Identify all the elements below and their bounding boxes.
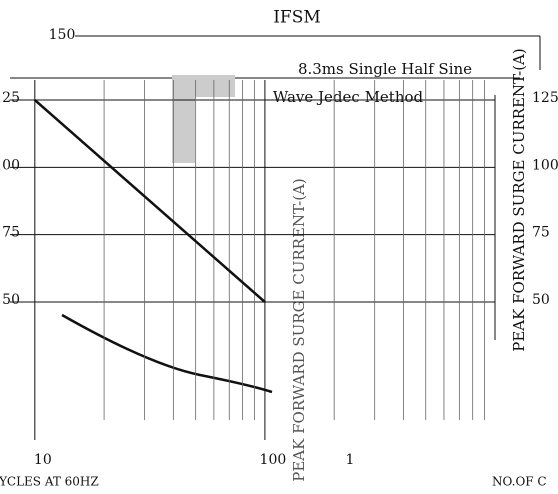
top-label: 150: [49, 27, 76, 43]
chart-title: IFSM: [273, 8, 321, 28]
lower-curve-decor: [61, 313, 273, 394]
y-tick-label: 50: [2, 292, 20, 308]
y-axis-label: PEAK FORWARD SURGE CURRENT-(A): [510, 48, 528, 351]
x-tick-label: 100: [260, 452, 287, 468]
annotation: Wave Jedec Method: [273, 88, 424, 106]
y-axis-label-faded: PEAK FORWARD SURGE CURRENT-(A): [290, 178, 308, 481]
y-tick-label: 50: [532, 292, 550, 308]
scan-artifact: [172, 75, 235, 97]
x-axis-label-right: NO.OF C: [492, 475, 547, 489]
y-tick-label: 125: [532, 90, 558, 106]
y-tick-label: 100: [532, 157, 558, 173]
y-tick-label: 100: [0, 157, 20, 173]
y-tick-label: 75: [532, 225, 550, 241]
y-tick-label: 125: [0, 90, 20, 106]
annotation: 8.3ms Single Half Sine: [298, 60, 472, 78]
x-axis-label: CYCLES AT 60HZ: [0, 475, 99, 489]
series-line: [33, 99, 266, 303]
y-tick-label: 75: [2, 225, 20, 241]
extra-x-label: 1: [346, 452, 355, 468]
x-tick-label: 10: [34, 452, 52, 468]
